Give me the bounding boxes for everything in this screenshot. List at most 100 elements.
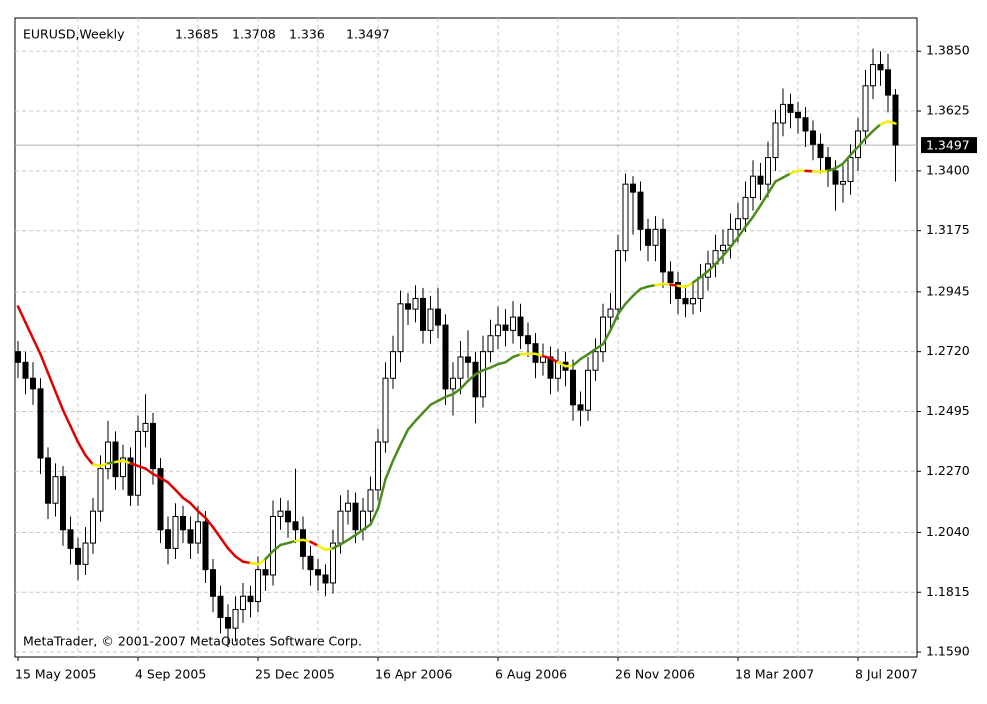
header-high: 1.3708	[232, 27, 276, 42]
ma-segment	[676, 284, 687, 289]
ma-segment	[91, 463, 102, 468]
ma-segment	[166, 481, 177, 492]
ma-segment	[616, 302, 627, 316]
candle-body	[330, 542, 336, 584]
candle-body	[360, 510, 366, 531]
candle-body	[405, 303, 411, 310]
ma-segment	[301, 538, 312, 543]
ma-segment	[789, 169, 800, 175]
price-label-box	[921, 137, 977, 154]
candle-body	[375, 441, 381, 491]
ma-segment	[361, 523, 372, 532]
candle-body	[60, 476, 66, 531]
candle-body	[367, 489, 374, 512]
x-tick-label: 8 Jul 2007	[855, 667, 918, 682]
ma-segment	[759, 192, 770, 207]
candle-body	[217, 595, 224, 619]
candle-body	[645, 228, 651, 246]
ma-segment	[534, 352, 545, 358]
candle-body	[832, 170, 839, 185]
ma-segment	[481, 366, 492, 372]
y-tick-label: 1.2945	[926, 283, 970, 298]
candle-body	[37, 388, 44, 459]
ma-segment	[69, 424, 80, 444]
y-tick-label: 1.2495	[926, 403, 970, 418]
ma-segment	[174, 488, 185, 500]
candle-body	[517, 316, 524, 337]
candle-body	[802, 117, 809, 132]
ma-segment	[511, 353, 522, 359]
ma-segment	[211, 525, 222, 540]
candle-body	[547, 356, 554, 379]
ma-segment	[541, 354, 552, 360]
candle-body	[637, 191, 644, 230]
candle-body	[165, 529, 171, 549]
ma-segment	[871, 123, 882, 133]
ma-segment	[181, 496, 192, 505]
candle-body	[787, 103, 794, 113]
ma-segment	[136, 464, 147, 470]
ma-segment	[39, 353, 50, 375]
ma-segment	[369, 507, 380, 526]
candle-body	[457, 356, 464, 379]
ma-segment	[624, 294, 635, 306]
candle-body	[382, 377, 389, 443]
candle-body	[150, 422, 156, 470]
candle-body	[795, 111, 801, 119]
candle-body	[352, 502, 359, 531]
ma-segment	[819, 169, 830, 173]
ma-segment	[151, 472, 162, 480]
candle-body	[765, 157, 771, 185]
ma-segment	[354, 528, 365, 537]
candle-body	[592, 351, 599, 371]
candle-body	[82, 542, 89, 565]
plot-frame	[14, 17, 918, 658]
ma-segment	[496, 361, 507, 366]
candle-body	[742, 196, 749, 220]
chart-title: EURUSD,Weekly	[23, 27, 125, 42]
ma-segment	[706, 262, 717, 273]
ma-segment	[459, 379, 470, 391]
ma-segment	[864, 129, 875, 140]
candle-body	[877, 64, 884, 71]
ma-segment	[699, 269, 710, 279]
candle-body	[315, 569, 321, 576]
ma-segment	[384, 459, 395, 481]
candle-body	[225, 617, 231, 629]
candle-body	[840, 181, 846, 185]
ma-segment	[744, 215, 755, 228]
x-tick-label: 4 Sep 2005	[135, 667, 206, 682]
ma-segment	[406, 419, 417, 431]
candle-body	[135, 430, 141, 496]
x-tick-label: 6 Aug 2006	[495, 667, 567, 682]
candle-body	[465, 356, 471, 363]
ma-segment	[391, 443, 402, 462]
candle-body	[157, 468, 164, 531]
candle-body	[240, 595, 246, 611]
y-tick-label: 1.2270	[926, 463, 970, 478]
ma-segment	[421, 403, 432, 415]
candle-body	[442, 324, 449, 390]
ma-segment	[114, 459, 125, 464]
candle-body	[210, 569, 216, 597]
x-tick-label: 25 Dec 2005	[255, 667, 335, 682]
ma-segment	[54, 390, 65, 412]
y-tick-label: 1.3175	[926, 222, 970, 237]
candle-body	[292, 521, 299, 531]
candle-body	[52, 476, 59, 504]
candle-body	[660, 228, 666, 273]
candle-body	[22, 361, 29, 379]
ma-segment	[609, 312, 620, 332]
candle-body	[810, 130, 816, 145]
x-tick-label: 15 May 2005	[15, 667, 97, 682]
ma-segment	[16, 305, 27, 324]
ma-segment	[346, 533, 357, 542]
candle-body	[607, 308, 614, 318]
ma-segment	[444, 392, 455, 399]
candle-body	[622, 183, 629, 252]
ma-segment	[601, 329, 612, 346]
ma-segment	[129, 462, 140, 468]
ma-segment	[331, 543, 342, 550]
candle-body	[772, 122, 779, 159]
candle-body	[322, 574, 329, 584]
